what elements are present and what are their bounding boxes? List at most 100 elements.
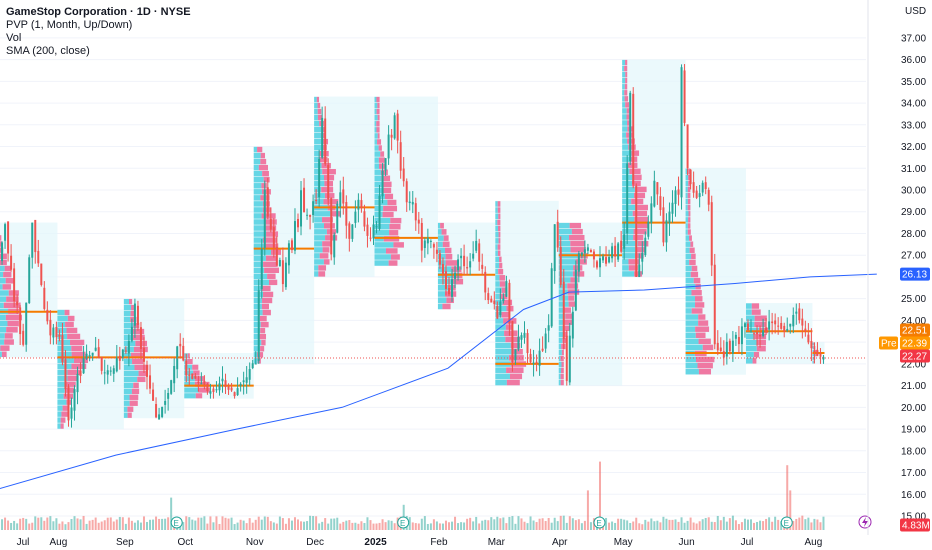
volume-bar: [333, 518, 336, 530]
volume-bar: [668, 519, 671, 530]
profile-bar-down: [321, 162, 331, 169]
symbol-title[interactable]: GameStop Corporation · 1D · NYSE: [6, 6, 191, 18]
profile-bar-up: [558, 259, 576, 265]
candle-body: [76, 373, 79, 393]
indicator-sma-label[interactable]: SMA (200, close): [6, 45, 90, 57]
profile-bar-up: [253, 164, 259, 171]
profile-bar-up: [495, 318, 504, 324]
profile-bar-up: [622, 65, 625, 72]
candle-body: [142, 347, 145, 362]
volume-bar: [293, 517, 296, 530]
profile-bar-up: [253, 321, 261, 328]
profile-bar-up: [374, 248, 386, 254]
profile-bar-up: [685, 320, 699, 326]
candle-body: [662, 207, 665, 243]
candle-body: [378, 195, 381, 229]
profile-bar-up: [374, 223, 390, 230]
profile-bar-down: [65, 321, 74, 328]
profile-bar-down: [67, 375, 78, 381]
candle-body: [227, 386, 230, 390]
candle-body: [731, 340, 734, 354]
profile-bar-down: [378, 157, 385, 163]
profile-bar-down: [66, 327, 78, 334]
volume-bar: [339, 523, 342, 530]
candle-body: [786, 328, 789, 331]
volume-bar: [52, 521, 55, 530]
candle-body: [807, 334, 810, 343]
volume-bar: [4, 517, 7, 530]
profile-bar-down: [263, 243, 279, 249]
profile-bar-up: [0, 339, 5, 345]
volume-bar: [662, 516, 665, 530]
profile-bar-up: [123, 406, 128, 412]
candle-body: [191, 373, 194, 379]
profile-bar-down: [691, 253, 696, 260]
candle-body: [242, 380, 245, 383]
volume-bar: [375, 523, 378, 530]
candle-body: [532, 362, 535, 364]
indicator-pvp-label[interactable]: PVP (1, Month, Up/Down): [6, 19, 133, 31]
candle-body: [753, 333, 756, 335]
profile-bar-down: [268, 279, 278, 286]
profile-bar-down: [194, 376, 205, 382]
candle-body: [133, 303, 136, 326]
candle-body: [200, 383, 203, 385]
candle-body: [750, 330, 752, 332]
profile-bar-up: [123, 382, 134, 389]
profile-bar-up: [495, 348, 512, 355]
candle-body: [565, 335, 568, 381]
volume-bar: [810, 522, 813, 530]
candle-body: [73, 389, 76, 411]
volume-bar: [683, 522, 686, 530]
profile-bar-down: [6, 327, 18, 333]
volume-bar: [357, 523, 360, 530]
y-tick-label: 25.00: [901, 294, 926, 305]
volume-bar: [28, 523, 31, 530]
volume-bar: [76, 518, 79, 530]
profile-bar-down: [380, 169, 388, 175]
profile-bar-up: [123, 310, 131, 317]
profile-bar-down: [263, 237, 278, 243]
candle-body: [94, 347, 97, 351]
profile-bar-down: [575, 259, 587, 265]
volume-bar: [378, 522, 381, 530]
profile-bar-down: [257, 358, 261, 364]
y-tick-label: 18.00: [901, 446, 926, 457]
candle-body: [484, 271, 487, 293]
volume-bar: [737, 524, 740, 530]
profile-bar-down: [322, 247, 330, 253]
profile-bar-up: [374, 121, 377, 127]
profile-bar-down: [446, 297, 454, 304]
profile-bar-up: [685, 180, 689, 187]
indicator-vol-label[interactable]: Vol: [6, 32, 22, 44]
volume-bar: [674, 519, 677, 530]
volume-bar: [686, 520, 689, 530]
sma-200-line: [0, 273, 877, 489]
candle-body: [801, 318, 804, 326]
profile-bar-up: [685, 205, 688, 211]
volume-bar: [644, 519, 647, 530]
candle-body: [336, 203, 339, 233]
profile-bar-down: [133, 322, 140, 329]
profile-bar-down: [128, 298, 133, 305]
profile-bar-down: [693, 277, 701, 284]
volume-bar: [466, 518, 469, 530]
volume-bar: [408, 517, 411, 530]
candle-body: [638, 264, 641, 278]
profile-bar-down: [385, 248, 398, 254]
profile-bar-up: [314, 144, 323, 151]
candle-body: [281, 260, 284, 285]
profile-bar-down: [319, 253, 329, 259]
profile-bar-down: [376, 127, 380, 133]
volume-bar: [680, 517, 683, 530]
profile-bar-down: [67, 333, 81, 340]
candle-body: [789, 323, 792, 327]
profile-bar-down: [754, 321, 766, 328]
candle-body: [668, 211, 671, 224]
profile-bar-up: [57, 399, 67, 405]
volume-bar: [535, 522, 538, 530]
lightning-icon: [862, 517, 868, 527]
candle-body: [124, 350, 127, 352]
volume-bar: [608, 522, 611, 530]
